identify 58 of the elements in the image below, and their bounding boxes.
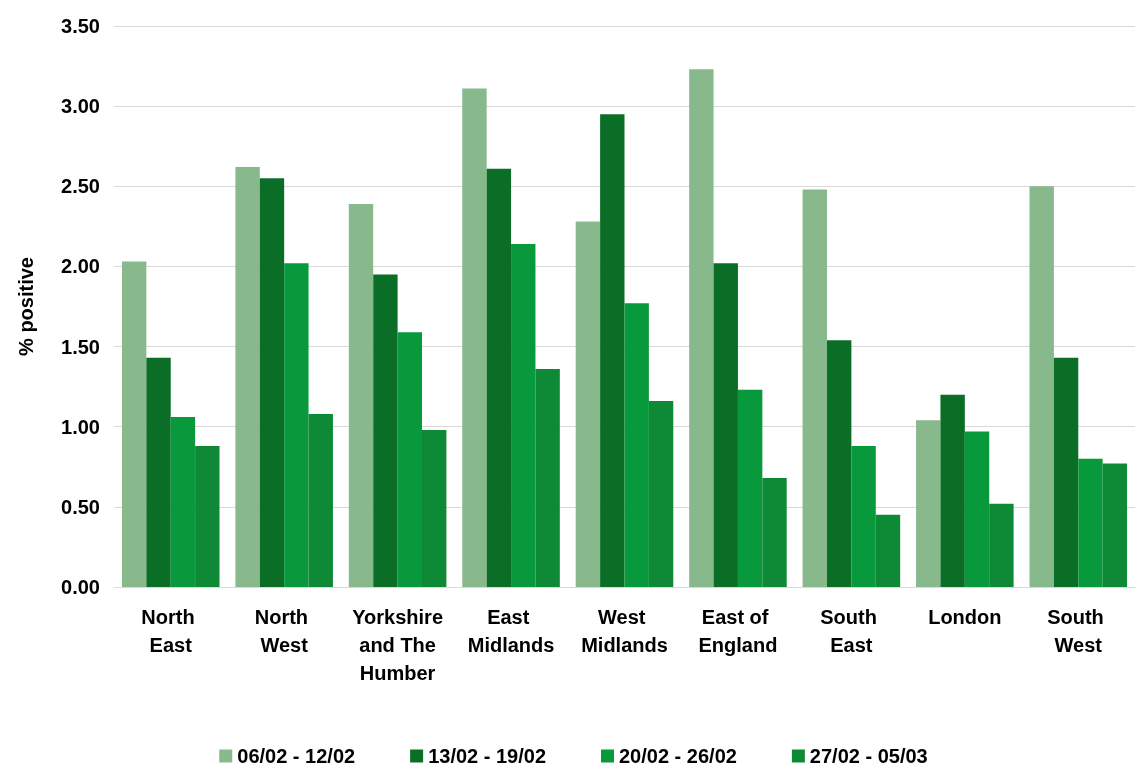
bar xyxy=(827,340,852,587)
x-tick-label: London xyxy=(928,606,1002,628)
x-tick-label: South East xyxy=(820,606,883,656)
x-tick-label: East of England xyxy=(698,606,778,656)
bar xyxy=(575,221,601,587)
bar xyxy=(1078,458,1103,587)
bar xyxy=(170,417,196,587)
bar xyxy=(511,243,536,587)
bar xyxy=(964,431,990,587)
bar xyxy=(308,413,333,587)
bar xyxy=(422,429,447,587)
bar xyxy=(648,401,674,587)
legend-label: 13/02 - 19/02 xyxy=(428,745,546,767)
y-axis-title: % positive xyxy=(15,257,37,356)
bar xyxy=(689,69,714,587)
bar xyxy=(121,261,147,587)
bar xyxy=(916,420,941,587)
y-tick-label: 2.50 xyxy=(61,175,100,198)
y-tick-label: 3.50 xyxy=(61,15,100,37)
bar xyxy=(348,203,374,587)
bar xyxy=(1029,186,1054,587)
x-tick-label: West Midlands xyxy=(581,606,668,656)
bar xyxy=(373,274,398,587)
bar xyxy=(875,514,901,587)
bar xyxy=(940,394,965,587)
bar xyxy=(762,478,787,587)
x-tick-label: South West xyxy=(1047,606,1110,656)
bar xyxy=(624,303,649,587)
legend-label: 27/02 - 05/03 xyxy=(809,745,928,767)
bar xyxy=(259,178,285,587)
x-tick-label: Yorkshire and The Humber xyxy=(352,606,443,684)
bar xyxy=(235,167,260,587)
x-tick-label: North West xyxy=(254,606,314,656)
bar xyxy=(486,168,512,587)
x-tick-label: East Midlands xyxy=(467,606,555,656)
bar xyxy=(1053,357,1079,587)
bar xyxy=(146,357,171,587)
bar xyxy=(713,263,738,587)
bar xyxy=(851,445,876,587)
bar xyxy=(462,88,487,587)
bar xyxy=(989,503,1014,587)
y-tick-label: 1.50 xyxy=(61,335,100,358)
y-tick-label: 3.00 xyxy=(61,95,100,118)
bar xyxy=(737,389,763,587)
bar xyxy=(535,369,560,587)
legend-label: 06/02 - 12/02 xyxy=(237,745,356,767)
bar xyxy=(600,114,625,587)
y-tick-label: 0.50 xyxy=(61,495,100,518)
y-tick-label: 0.00 xyxy=(61,576,100,598)
bar xyxy=(1102,463,1128,587)
bar xyxy=(284,263,309,587)
bar xyxy=(802,189,827,587)
bar xyxy=(397,332,422,587)
y-tick-label: 1.00 xyxy=(61,415,100,438)
x-tick-label: North East xyxy=(141,606,201,656)
y-tick-label: 2.00 xyxy=(61,255,100,278)
bar xyxy=(195,445,220,587)
legend-label: 20/02 - 26/02 xyxy=(619,745,737,767)
